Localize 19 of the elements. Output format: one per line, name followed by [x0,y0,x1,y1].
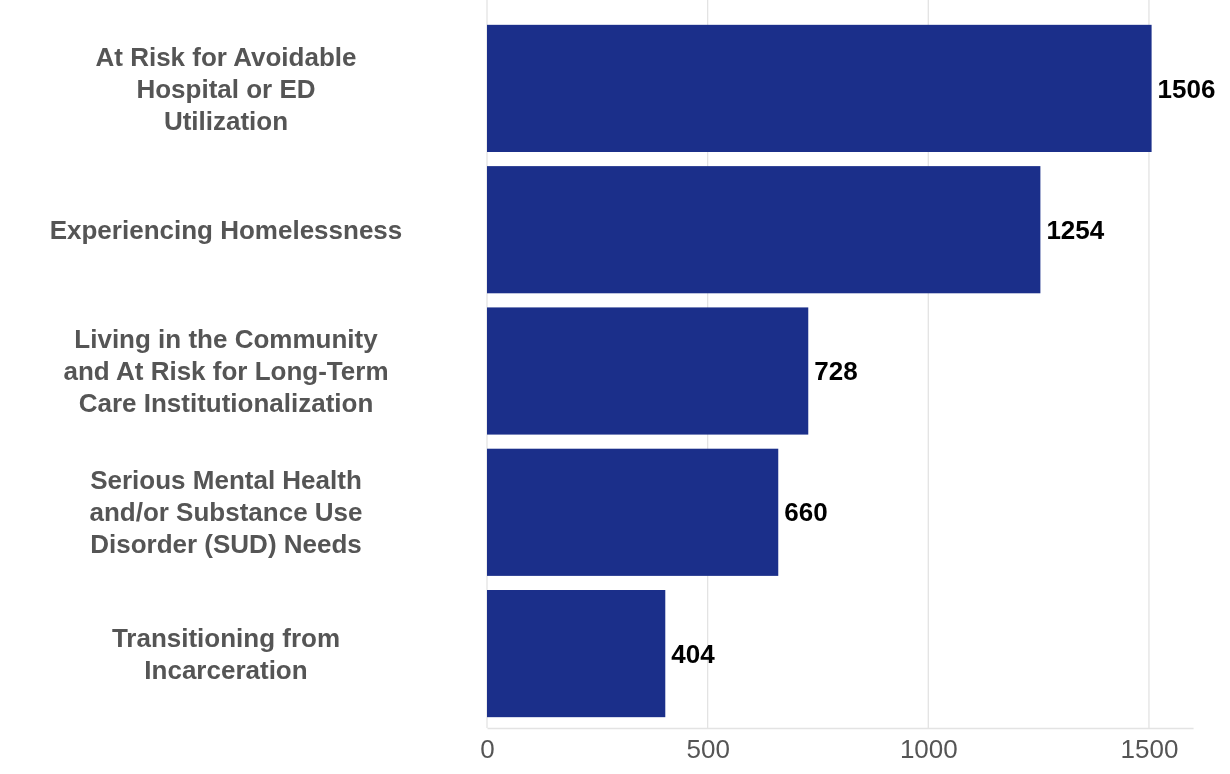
bar [487,448,779,576]
y-tick-label: Living in the Community and At Risk for Long-Term Care Institutionalization [63,324,389,419]
data-label: 404 [671,638,716,669]
data-label: 1254 [1046,214,1105,245]
bar [487,166,1041,294]
x-tick-label: 1500 [1120,734,1179,765]
bar [487,307,809,435]
y-tick-label: Experiencing Homelessness [49,214,403,245]
y-tick-label: Serious Mental Health and/or Substance Use Disorder (SUD) Needs [89,465,363,560]
bar [487,24,1152,152]
bar [487,590,666,718]
x-tick-label: 0 [480,734,495,765]
y-tick-label: Transitioning from Incarceration [111,622,341,685]
data-label: 728 [814,356,858,387]
data-label: 660 [784,497,828,528]
data-label: 1506 [1157,73,1216,104]
y-tick-label: At Risk for Avoidable Hospital or ED Utilization [95,41,357,136]
x-tick-label: 500 [686,734,730,765]
x-tick-label: 1000 [899,734,958,765]
